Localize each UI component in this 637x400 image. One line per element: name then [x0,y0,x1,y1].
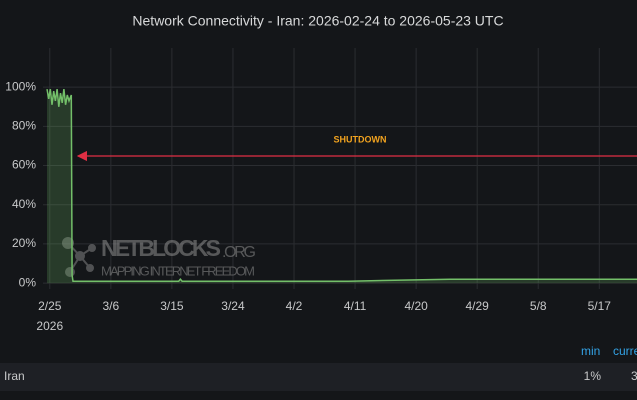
annotation-label: SHUTDOWN [334,134,387,144]
y-tick-label: 60% [12,158,36,172]
chart-title: Network Connectivity - Iran: 2026-02-24 … [132,13,503,29]
x-tick-label: 5/8 [530,299,547,313]
y-tick-label: 20% [12,236,36,250]
y-tick-label: 40% [12,197,36,211]
legend-min: 1% [584,369,602,383]
watermark-tagline: MAPPING INTERNET FREEDOM [101,263,255,278]
x-tick-sublabel: 2026 [36,319,63,333]
plot: SHUTDOWN [46,88,637,284]
x-tick-label: 3/15 [160,299,184,313]
legend-current: 3% [631,369,637,383]
watermark-domain: .ORG [222,244,256,261]
x-tick-label: 2/25 [38,299,62,313]
legend-header: min [581,344,600,358]
watermark: NETBLOCKS .ORG MAPPING INTERNET FREEDOM [62,235,256,278]
series-line [46,88,637,282]
grid: 0% 20% 40% 60% 80% 100% 2/25 2026 3/6 3/15 3/24 4/2… [5,48,637,333]
x-tick-label: 4/29 [466,299,490,313]
legend-header: current [613,344,637,358]
x-tick-label: 3/24 [221,299,245,313]
y-tick-label: 100% [5,79,36,93]
legend: min current Iran 1% 3% [4,344,637,383]
y-tick-label: 0% [19,275,37,289]
watermark-brand: NETBLOCKS [101,235,221,261]
watermark-icon [62,237,96,277]
y-tick-label: 80% [12,119,36,133]
x-tick-label: 4/11 [344,299,367,313]
x-tick-label: 3/6 [102,299,119,313]
x-tick-label: 4/20 [404,299,428,313]
x-tick-label: 4/2 [286,299,303,313]
legend-name: Iran [4,369,25,383]
x-tick-label: 5/17 [588,299,612,313]
legend-row [0,363,637,391]
